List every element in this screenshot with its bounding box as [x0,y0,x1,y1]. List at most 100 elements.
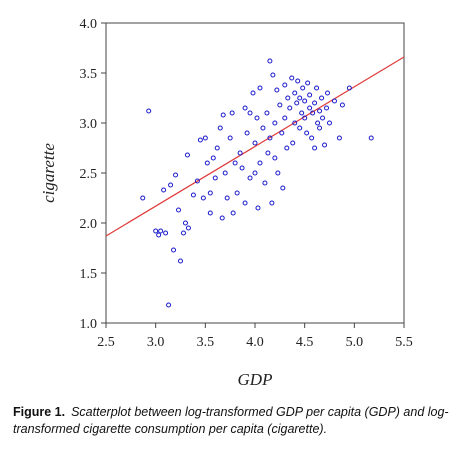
data-point [297,95,303,101]
data-point [292,90,298,96]
x-tick-label: 3.5 [197,335,215,350]
data-point [264,110,270,116]
data-point [284,145,290,151]
data-point [156,232,162,238]
data-point [234,190,240,196]
data-point [272,120,278,126]
data-point [220,112,226,118]
data-point [292,120,298,126]
data-point [224,195,230,201]
x-tick-label: 4.0 [246,335,264,350]
data-point [257,85,263,91]
x-tick-label: 3.0 [147,335,165,350]
data-point [254,115,260,121]
x-axis-ticks: 2.5 3.0 3.5 4.0 4.5 5.0 5.5 [97,323,413,350]
data-point [219,215,225,221]
y-tick-label: 4.0 [80,17,98,32]
data-point [242,200,248,206]
data-point [267,135,273,141]
data-point [244,130,250,136]
data-point [272,155,278,161]
figure-caption-text: Scatterplot between log-transformed GDP … [13,405,449,436]
data-point [200,195,206,201]
data-point [182,220,188,226]
data-point [260,125,266,131]
data-point [265,150,271,156]
data-point [252,170,258,176]
data-point [232,160,238,166]
data-point [307,105,313,111]
data-point [312,145,318,151]
data-point [207,210,213,216]
figure-label: Figure 1. [13,405,66,419]
x-tick-label: 2.5 [97,335,115,350]
data-point [309,135,315,141]
data-point [140,195,146,201]
data-point [210,155,216,161]
data-point [171,247,177,253]
data-point [282,115,288,121]
data-point [257,160,263,166]
data-point [252,140,258,146]
figure-caption: Figure 1. Scatterplot between log-transfo… [13,404,458,438]
data-point [299,110,305,116]
data-point [287,105,293,111]
y-tick-label: 1.5 [80,267,98,282]
data-point [315,120,321,126]
data-point [207,190,213,196]
data-point [180,230,186,236]
data-point [185,225,191,231]
y-tick-label: 2.5 [80,167,98,182]
y-tick-label: 3.5 [80,67,98,82]
data-point [222,170,228,176]
data-point [339,102,345,108]
data-point [289,75,295,81]
data-point [163,230,169,236]
data-point [277,102,283,108]
data-point [202,135,208,141]
data-point [317,108,323,114]
data-point [297,125,303,131]
data-point [190,192,196,198]
y-tick-label: 3.0 [80,117,98,132]
data-point [158,228,164,234]
data-point [290,140,296,146]
y-tick-label: 1.0 [80,317,98,332]
data-points [140,58,374,308]
data-point [194,178,200,184]
x-tick-label: 5.5 [395,335,413,350]
data-point [305,80,311,86]
data-point [270,72,276,78]
data-point [307,92,313,98]
data-point [267,58,273,64]
scatter-chart: 2.5 3.0 3.5 4.0 4.5 5.0 5.5 1.0 1.5 2.0 2.5 3.0 3.5… [39,17,413,389]
data-point [324,105,330,111]
data-point [320,115,326,121]
data-point [197,137,203,143]
data-point [250,90,256,96]
x-tick-label: 4.5 [296,335,314,350]
regression-line [105,56,405,237]
data-point [161,187,167,193]
data-point [227,135,233,141]
data-point [295,78,301,84]
data-point [178,258,183,264]
data-point [331,98,337,104]
data-point [269,200,275,206]
data-point [204,160,210,166]
data-point [280,185,286,191]
data-point [304,130,310,136]
data-point [310,110,316,116]
x-axis-title: GDP [238,370,273,389]
data-point [274,87,280,93]
data-point [368,135,374,141]
data-point [262,180,268,186]
data-point [247,110,253,116]
data-point [166,302,172,308]
data-point [229,110,235,116]
data-point [279,130,285,136]
data-point [319,95,325,101]
data-point [294,100,300,106]
data-point [247,175,253,181]
data-point [325,90,331,96]
